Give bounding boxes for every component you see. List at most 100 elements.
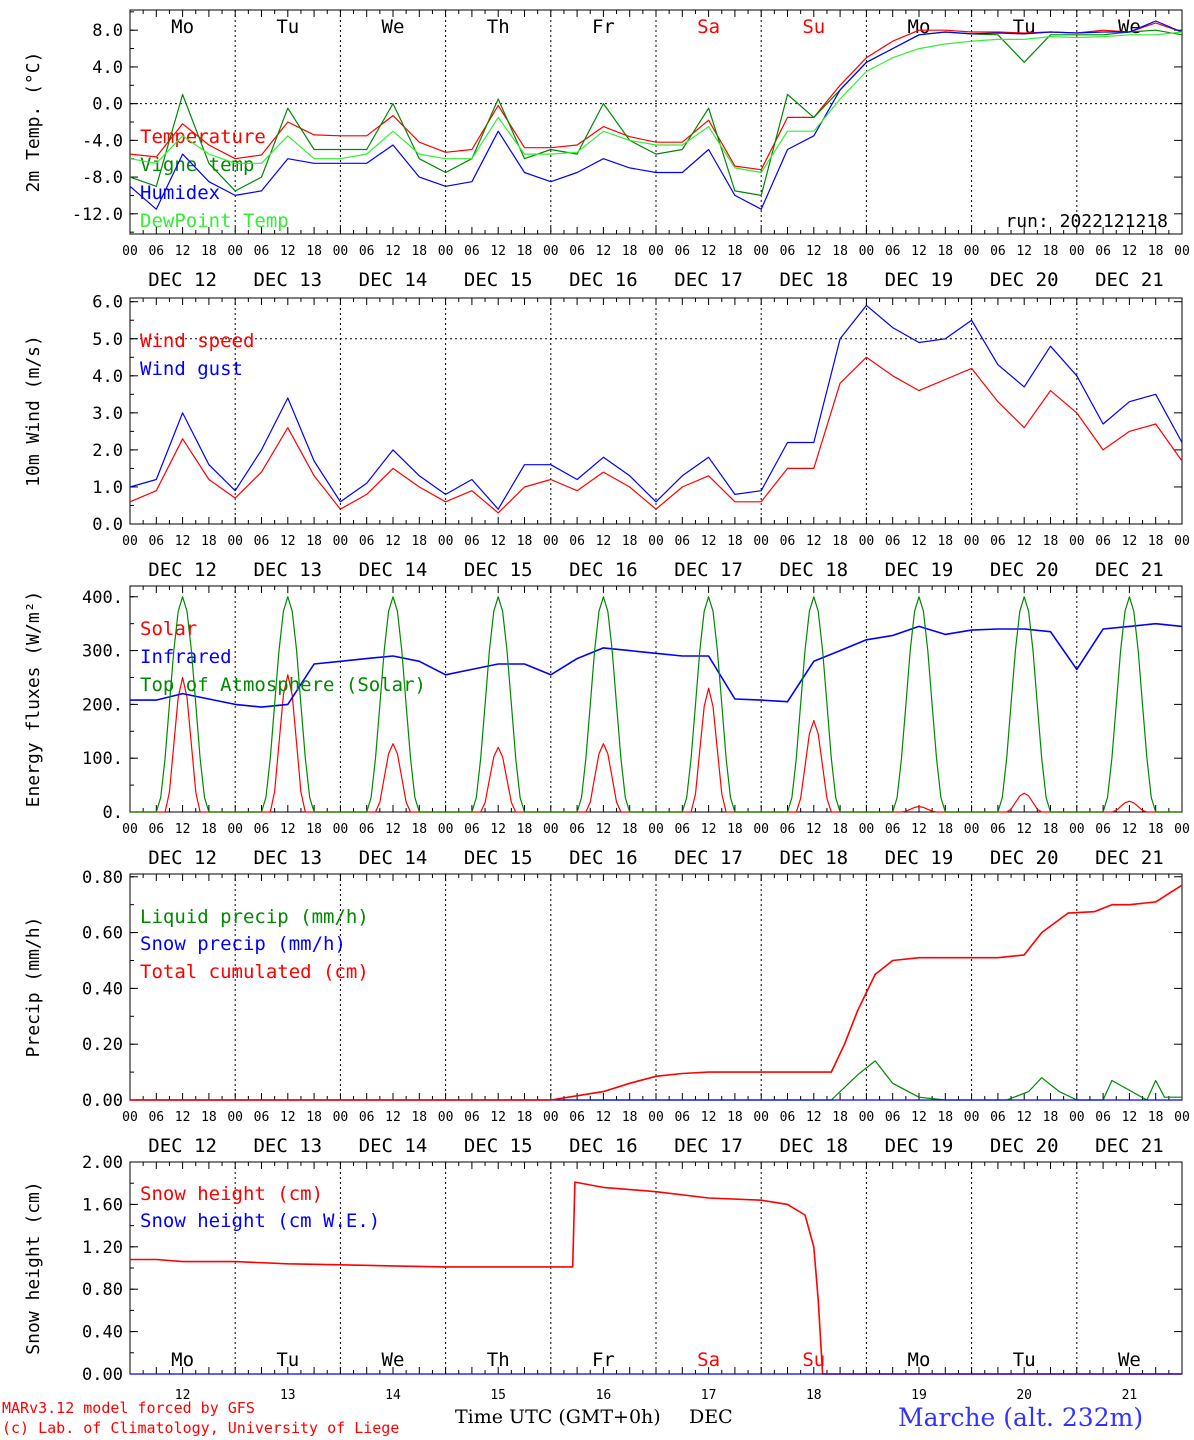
hour-label: 00	[543, 822, 559, 837]
date-label: DEC 18	[779, 1135, 848, 1157]
hour-label: 12	[175, 1110, 191, 1125]
hour-label: 12	[175, 822, 191, 837]
y-tick-label: 300.	[82, 642, 123, 662]
hour-label: 12	[1016, 534, 1032, 549]
hour-label: 00	[753, 822, 769, 837]
hour-label: 06	[254, 244, 270, 259]
date-label: DEC 19	[885, 847, 954, 869]
y-tick-label: 3.0	[92, 404, 123, 424]
weekday-label: Su	[802, 16, 825, 38]
hour-label: 06	[1095, 1110, 1111, 1125]
hour-label: 06	[464, 244, 480, 259]
hour-label: 06	[254, 534, 270, 549]
y-tick-label: 0.80	[82, 1280, 123, 1300]
hour-label: 12	[1016, 1110, 1032, 1125]
legend-entry: Humidex	[140, 182, 220, 204]
hour-label: 00	[648, 244, 664, 259]
hour-label: 00	[964, 1110, 980, 1125]
hour-label: 06	[885, 244, 901, 259]
legend-entry: Snow height (cm W.E.)	[140, 1210, 380, 1232]
date-label: DEC 13	[253, 847, 322, 869]
y-axis-title: Energy fluxes (W/m²)	[23, 591, 44, 808]
legend-entry: Vigne temp	[140, 154, 254, 176]
y-axis-title: 10m Wind (m/s)	[23, 335, 44, 487]
hour-label: 06	[254, 1110, 270, 1125]
date-label: DEC 20	[990, 1135, 1059, 1157]
panel-frame	[129, 585, 1183, 813]
day-number-label: 18	[806, 1388, 822, 1403]
hour-label: 12	[280, 244, 296, 259]
hour-label: 00	[227, 244, 243, 259]
hour-label: 06	[990, 534, 1006, 549]
series-line	[130, 1181, 1182, 1375]
hour-label: 18	[306, 534, 322, 549]
date-label: DEC 18	[779, 847, 848, 869]
hour-label: 00	[1069, 1110, 1085, 1125]
hour-label: 00	[438, 1110, 454, 1125]
date-label: DEC 14	[359, 1135, 428, 1157]
hour-label: 00	[438, 822, 454, 837]
hour-label: 12	[701, 534, 717, 549]
date-label: DEC 12	[148, 269, 217, 291]
y-tick-label: 4.0	[92, 367, 123, 387]
day-number-label: 17	[701, 1388, 717, 1403]
hour-label: 12	[280, 1110, 296, 1125]
hour-label: 18	[1043, 822, 1059, 837]
hour-label: 06	[674, 534, 690, 549]
hour-label: 18	[937, 244, 953, 259]
hour-label: 18	[411, 244, 427, 259]
hour-label: 18	[201, 534, 217, 549]
hour-label: 18	[517, 244, 533, 259]
date-label: DEC 21	[1095, 1135, 1164, 1157]
legend-entry: Liquid precip (mm/h)	[140, 906, 369, 928]
hour-label: 12	[806, 534, 822, 549]
date-label: DEC 19	[885, 1135, 954, 1157]
hour-label: 00	[964, 822, 980, 837]
hour-label: 00	[859, 1110, 875, 1125]
y-tick-label: 0.0	[92, 95, 123, 115]
weekday-label: Sa	[697, 1349, 720, 1371]
hour-label: 18	[411, 1110, 427, 1125]
legend-entry: Top of Atmosphere (Solar)	[140, 674, 426, 696]
hour-label: 00	[859, 822, 875, 837]
hour-label: 18	[1148, 534, 1164, 549]
hour-label: 00	[648, 534, 664, 549]
hour-label: 12	[701, 244, 717, 259]
hour-label: 00	[964, 244, 980, 259]
hour-label: 00	[227, 822, 243, 837]
hour-label: 12	[806, 1110, 822, 1125]
weekday-label: Th	[487, 16, 510, 38]
series-line	[130, 884, 1183, 1101]
hour-label: 18	[1148, 244, 1164, 259]
series-line	[129, 22, 1183, 171]
date-label: DEC 12	[148, 1135, 217, 1157]
panel-2: 0.0 1.0 2.0 3.0 4.0 5.0 6.0 10m Wind (m/s) 00 06 1…	[23, 293, 1190, 581]
day-number-label: 19	[911, 1388, 927, 1403]
hour-label: 18	[727, 534, 743, 549]
hour-label: 06	[569, 244, 585, 259]
hour-label: 06	[1095, 822, 1111, 837]
hour-label: 06	[990, 822, 1006, 837]
y-axis-title: Snow height (cm)	[23, 1181, 44, 1354]
hour-label: 12	[1122, 1110, 1138, 1125]
y-tick-label: 0.20	[82, 1035, 123, 1055]
hour-label: 12	[911, 244, 927, 259]
date-label: DEC 21	[1095, 847, 1164, 869]
hour-label: 12	[280, 534, 296, 549]
hour-label: 06	[674, 1110, 690, 1125]
hour-label: 12	[490, 534, 506, 549]
weekday-label: We	[382, 16, 405, 38]
panel-5: 0.00 0.40 0.80 1.20 1.60 2.00 Snow height (cm)…	[23, 1153, 1183, 1403]
hour-label: 18	[832, 534, 848, 549]
series-line	[129, 304, 1183, 510]
panel-4: 0.00 0.20 0.40 0.60 0.80 Precip (mm/h) 00 06 12 1…	[23, 868, 1190, 1157]
hour-label: 06	[780, 534, 796, 549]
hour-label: 06	[254, 822, 270, 837]
date-label: DEC 13	[253, 559, 322, 581]
hour-label: 18	[727, 1110, 743, 1125]
hour-label: 06	[885, 1110, 901, 1125]
hour-label: 18	[201, 1110, 217, 1125]
hour-label: 18	[1043, 1110, 1059, 1125]
hour-label: 06	[780, 244, 796, 259]
